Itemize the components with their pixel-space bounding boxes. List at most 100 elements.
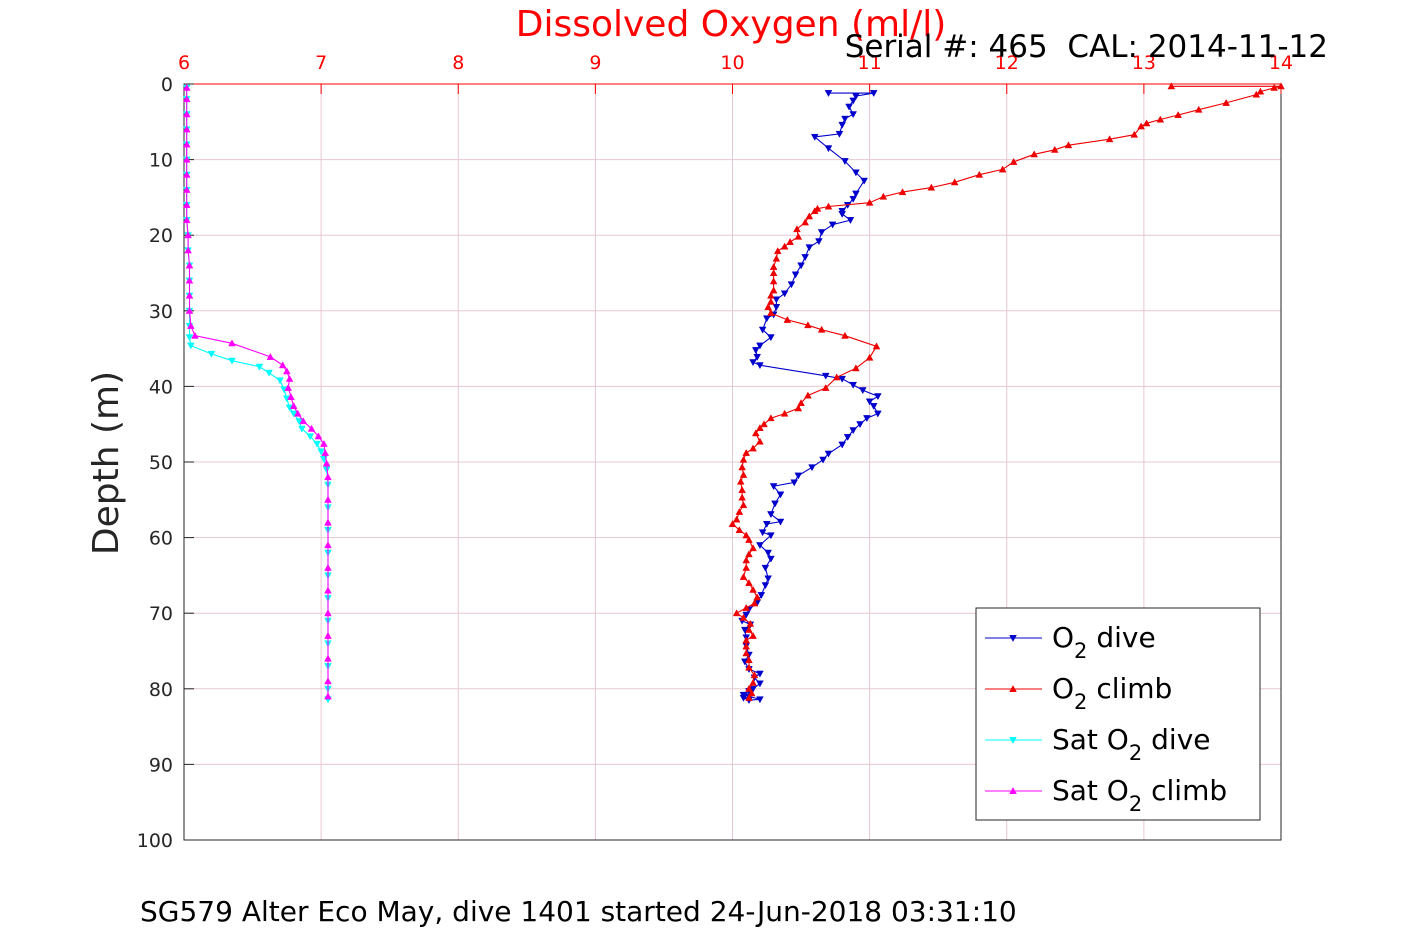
data-point bbox=[299, 417, 308, 425]
data-point bbox=[756, 542, 764, 550]
data-point bbox=[761, 564, 770, 572]
legend-box bbox=[975, 607, 1261, 821]
data-point bbox=[321, 449, 330, 456]
data-point bbox=[810, 207, 819, 214]
data-point bbox=[1137, 122, 1145, 130]
data-point bbox=[791, 271, 800, 279]
data-point bbox=[742, 611, 751, 619]
data-point bbox=[742, 449, 751, 456]
data-point bbox=[746, 619, 755, 627]
data-point bbox=[810, 133, 819, 141]
y-tick-label: 30 bbox=[149, 301, 173, 323]
data-point bbox=[739, 455, 748, 463]
data-point bbox=[767, 511, 775, 519]
data-point bbox=[191, 331, 199, 339]
data-point bbox=[817, 229, 826, 237]
data-point bbox=[832, 373, 841, 381]
x-tick-label: 11 bbox=[858, 52, 882, 74]
data-point bbox=[790, 479, 799, 487]
data-point bbox=[182, 110, 191, 118]
data-point bbox=[1105, 135, 1114, 143]
data-point bbox=[324, 563, 332, 571]
data-point bbox=[739, 470, 748, 478]
y-tick-label: 50 bbox=[149, 452, 173, 474]
data-point bbox=[207, 350, 216, 358]
legend-item: Sat O2 dive bbox=[985, 723, 1210, 765]
data-point bbox=[732, 609, 741, 617]
data-point bbox=[797, 399, 805, 407]
y-tick-label: 70 bbox=[149, 603, 173, 625]
data-point bbox=[756, 670, 764, 678]
data-point bbox=[874, 393, 882, 401]
data-point bbox=[278, 361, 287, 369]
data-point bbox=[298, 425, 306, 433]
data-point bbox=[998, 165, 1007, 173]
data-point bbox=[745, 693, 753, 701]
data-point bbox=[797, 262, 805, 270]
data-point bbox=[874, 410, 882, 418]
data-point bbox=[1142, 119, 1151, 127]
data-point bbox=[276, 377, 284, 385]
data-point bbox=[764, 303, 772, 310]
y-tick-label: 10 bbox=[149, 150, 173, 172]
data-point bbox=[317, 448, 325, 456]
data-point bbox=[284, 383, 293, 391]
data-point bbox=[863, 415, 871, 423]
data-point bbox=[849, 427, 857, 435]
grid bbox=[183, 83, 1282, 841]
data-point bbox=[185, 261, 194, 269]
legend-marker bbox=[1009, 787, 1017, 794]
data-point bbox=[898, 188, 907, 196]
data-point bbox=[185, 334, 194, 342]
data-point bbox=[324, 586, 332, 594]
data-point bbox=[756, 696, 764, 704]
data-point bbox=[182, 201, 191, 208]
data-point bbox=[838, 375, 847, 383]
data-point bbox=[865, 353, 874, 361]
data-point bbox=[821, 372, 830, 380]
x-tick-label: 9 bbox=[589, 52, 601, 74]
data-point bbox=[753, 593, 762, 601]
data-point bbox=[780, 409, 789, 417]
data-point bbox=[738, 486, 746, 493]
data-point bbox=[849, 111, 857, 119]
data-point bbox=[869, 90, 878, 97]
y-tick-label: 80 bbox=[149, 679, 173, 701]
data-point bbox=[184, 231, 192, 239]
data-point bbox=[182, 155, 191, 163]
data-point bbox=[838, 121, 847, 129]
legend-label: O2 dive bbox=[1052, 621, 1156, 663]
data-point bbox=[742, 642, 751, 650]
y-tick-label: 100 bbox=[137, 830, 173, 852]
data-point bbox=[756, 437, 764, 445]
data-point bbox=[773, 247, 782, 255]
data-point bbox=[742, 531, 751, 539]
data-point bbox=[750, 599, 759, 607]
data-point bbox=[849, 381, 857, 389]
legend-item: O2 dive bbox=[985, 621, 1156, 663]
data-point bbox=[758, 326, 767, 334]
data-point bbox=[793, 225, 801, 233]
data-point bbox=[824, 202, 833, 210]
data-point bbox=[307, 424, 316, 432]
x-tick-label: 13 bbox=[1132, 52, 1156, 74]
series-line bbox=[186, 87, 329, 700]
data-point bbox=[783, 315, 792, 323]
data-point bbox=[324, 609, 332, 617]
series-line bbox=[186, 87, 329, 697]
data-point bbox=[794, 472, 803, 480]
data-point bbox=[741, 626, 749, 634]
data-point bbox=[295, 418, 304, 426]
data-point bbox=[845, 103, 853, 111]
data-point bbox=[865, 198, 874, 206]
data-point bbox=[786, 238, 794, 245]
data-point bbox=[761, 582, 770, 590]
data-point bbox=[801, 218, 810, 226]
data-point bbox=[185, 306, 194, 314]
data-point bbox=[805, 212, 814, 220]
data-point bbox=[742, 603, 751, 611]
x-tick-label: 14 bbox=[1269, 52, 1293, 74]
data-point bbox=[780, 242, 789, 250]
data-point bbox=[187, 322, 195, 329]
